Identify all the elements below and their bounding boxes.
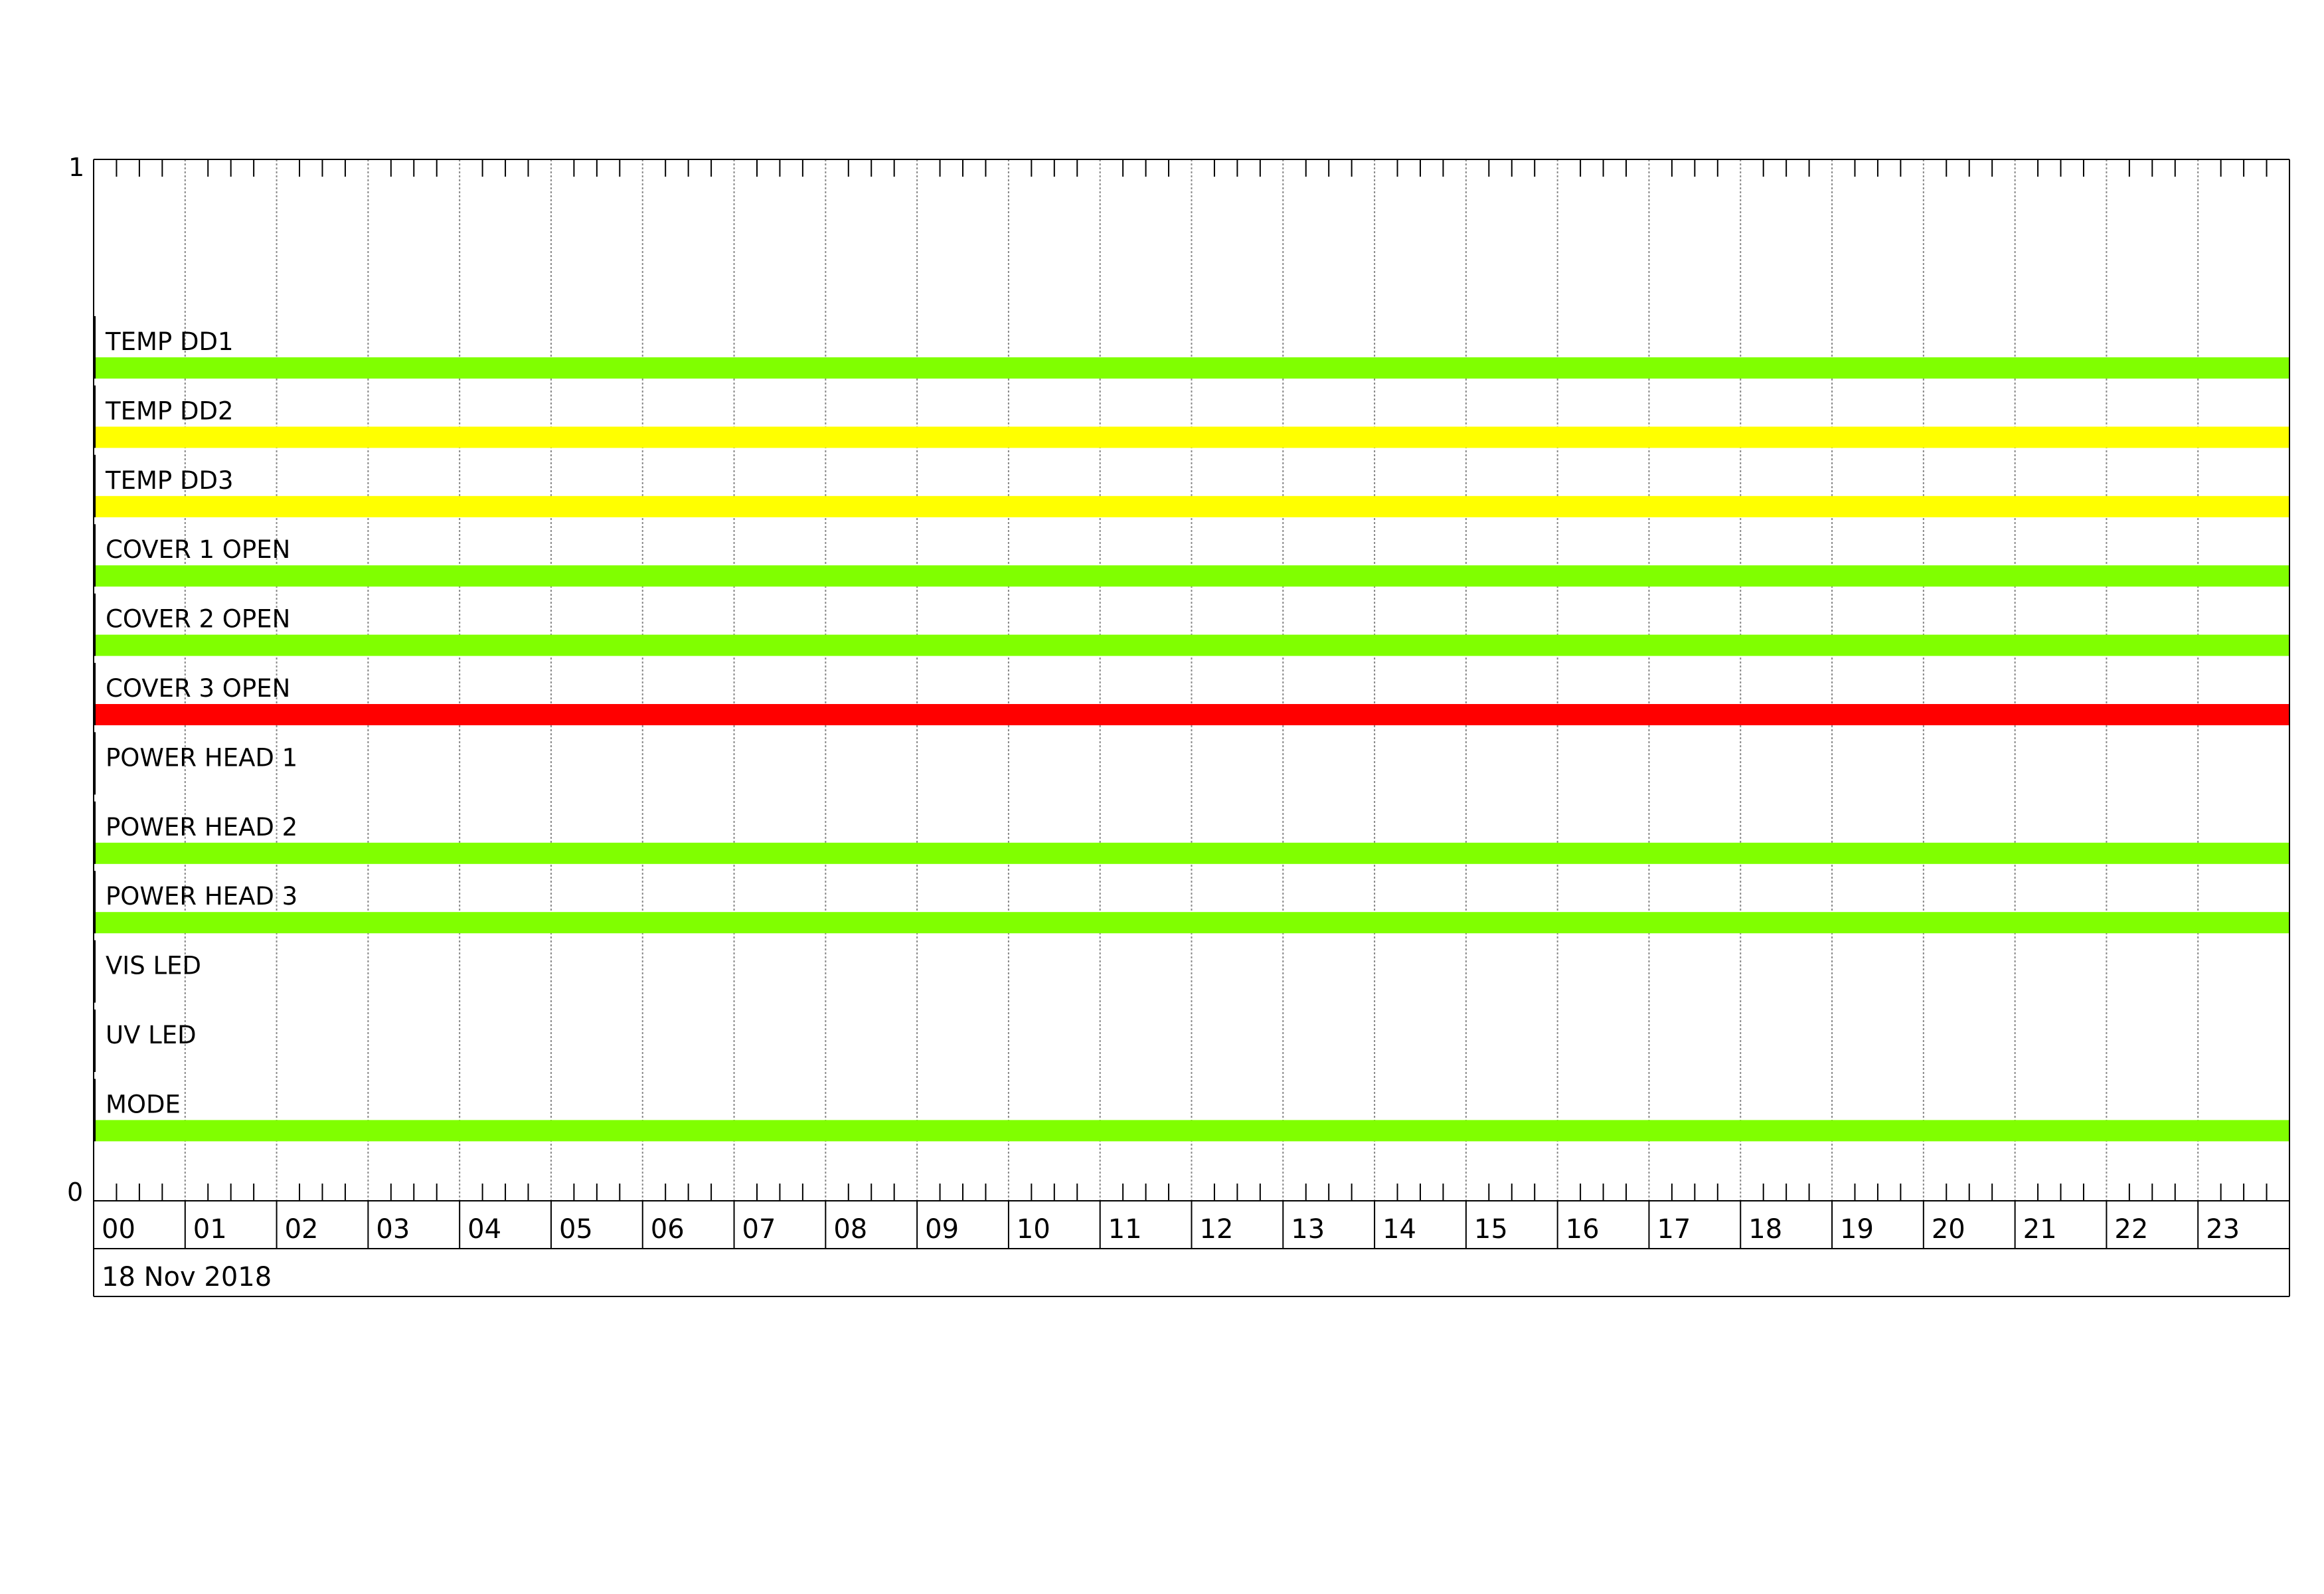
- x-tick-label: 02: [285, 1214, 319, 1245]
- row-label: MODE: [106, 1090, 181, 1118]
- row-label: POWER HEAD 2: [106, 813, 297, 841]
- x-tick-label: 05: [559, 1214, 593, 1245]
- x-tick-label: 19: [1840, 1214, 1874, 1245]
- minor-ticks: [116, 159, 2268, 1201]
- x-tick-label: 01: [193, 1214, 227, 1245]
- state-bar: [94, 1120, 2289, 1142]
- plot-frame: [93, 159, 2290, 1297]
- x-tick-label: 20: [1932, 1214, 1965, 1245]
- x-tick-label: 17: [1657, 1214, 1691, 1245]
- x-tick-label: 22: [2114, 1214, 2148, 1245]
- x-tick-label: 13: [1291, 1214, 1325, 1245]
- x-tick-label: 21: [2023, 1214, 2057, 1245]
- gridlines: [184, 159, 2199, 1201]
- state-bar: [94, 842, 2289, 864]
- state-bar: [94, 357, 2289, 379]
- row-label: POWER HEAD 3: [106, 882, 297, 911]
- x-tick-label: 14: [1382, 1214, 1416, 1245]
- x-tick-label: 04: [467, 1214, 501, 1245]
- row-label: COVER 2 OPEN: [106, 605, 290, 634]
- x-tick-label: 15: [1474, 1214, 1508, 1245]
- x-tick-label: 23: [2206, 1214, 2240, 1245]
- x-tick-label: 08: [833, 1214, 867, 1245]
- state-bar: [94, 634, 2289, 656]
- x-tick-label: 16: [1566, 1214, 1600, 1245]
- x-tick-label: 11: [1108, 1214, 1142, 1245]
- state-bar: [94, 426, 2289, 448]
- x-tick-label: 07: [742, 1214, 776, 1245]
- row-label: COVER 3 OPEN: [106, 674, 290, 703]
- x-tick-label: 10: [1017, 1214, 1050, 1245]
- state-bar: [94, 912, 2289, 934]
- row-label: TEMP DD2: [105, 397, 234, 425]
- x-tick-label: 09: [925, 1214, 959, 1245]
- state-bars: [94, 357, 2289, 1142]
- row-label: TEMP DD3: [105, 466, 234, 495]
- row-label: COVER 1 OPEN: [106, 535, 290, 564]
- x-tick-label: 18: [1748, 1214, 1782, 1245]
- x-tick-label: 06: [651, 1214, 685, 1245]
- x-tick-label: 12: [1200, 1214, 1234, 1245]
- state-bar: [94, 495, 2289, 517]
- row-label: UV LED: [106, 1021, 197, 1049]
- x-tick-label: 03: [376, 1214, 410, 1245]
- row-label: POWER HEAD 1: [106, 743, 297, 772]
- row-labels: 00 01 02 03 04 05 06 07 08 09 10 11 12 13 14 15 16 17 18 19…: [102, 327, 2240, 1245]
- row-label: VIS LED: [106, 952, 201, 980]
- row-label: TEMP DD1: [105, 327, 234, 356]
- date-label: 18 Nov 2018: [102, 1262, 272, 1292]
- x-tick-label: 00: [102, 1214, 135, 1245]
- y-tick-label-1: 1: [68, 153, 84, 182]
- y-tick-label-0: 0: [67, 1178, 83, 1207]
- state-bar: [94, 704, 2289, 725]
- state-bar: [94, 565, 2289, 587]
